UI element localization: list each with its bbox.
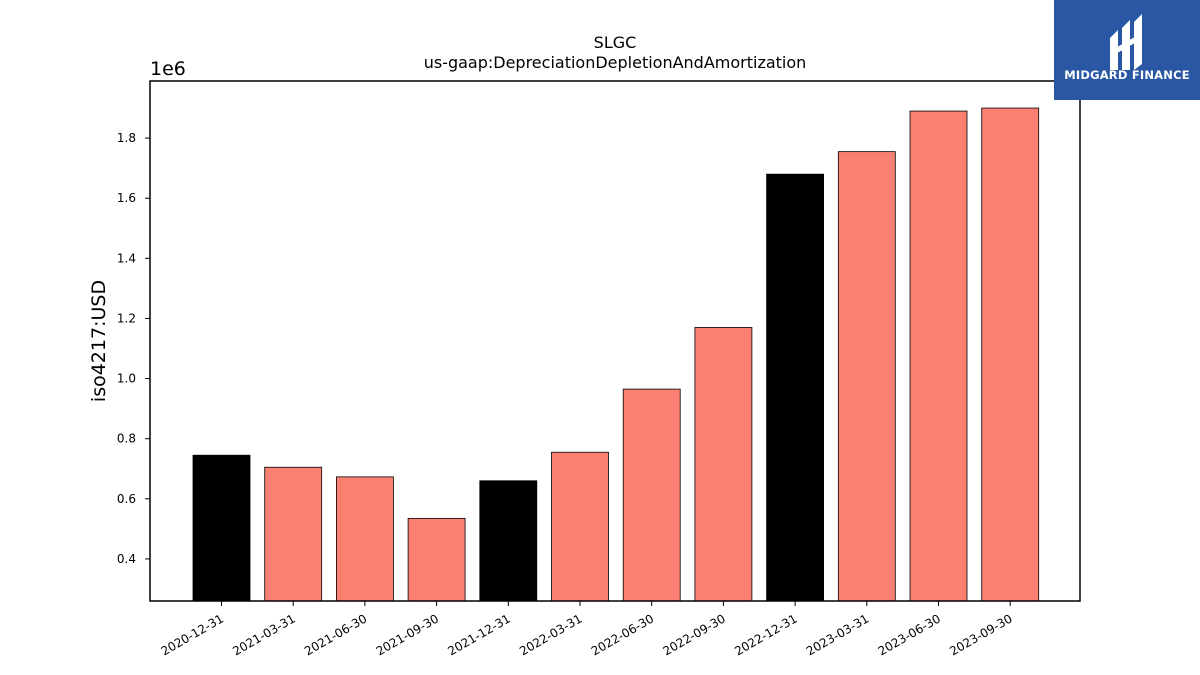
bar-2023-06-30 xyxy=(909,110,968,602)
logo-text: MIDGARD FINANCE xyxy=(1064,68,1190,82)
x-tick-label: 2020-12-31 xyxy=(159,611,226,658)
midgard-logo-icon xyxy=(1110,14,1142,70)
y-tick-label: 0.6 xyxy=(117,492,136,506)
x-tick-label: 2021-12-31 xyxy=(445,611,512,658)
y-tick-label: 1.0 xyxy=(117,372,136,386)
bar-2022-03-31 xyxy=(551,451,609,602)
y-tick-label: 1.6 xyxy=(117,191,136,205)
y-ticks-group: 0.4 0.6 0.8 1.0 1.2 1.4 1.6 1.8 xyxy=(117,131,150,566)
plot-frame xyxy=(149,80,1081,602)
x-ticks-group: 2020-12-31 2021-03-31 2021-06-30 2021-09-30… xyxy=(159,601,1015,658)
x-tick-label: 2022-03-31 xyxy=(517,611,584,658)
bar-2020-12-31 xyxy=(192,454,251,602)
x-tick-label: 2023-09-30 xyxy=(947,611,1014,658)
y-axis-label: iso4217:USD xyxy=(88,280,110,402)
y-tick-label: 0.8 xyxy=(117,432,136,446)
y-axis-offset-label: 1e6 xyxy=(150,58,186,80)
x-tick-label: 2022-12-31 xyxy=(732,611,799,658)
bar-2022-09-30 xyxy=(694,327,753,602)
y-tick-label: 0.4 xyxy=(117,552,136,566)
x-tick-label: 2023-03-31 xyxy=(804,611,871,658)
bars-group xyxy=(192,107,1040,602)
x-tick-label: 2021-06-30 xyxy=(302,611,369,658)
bar-2021-09-30 xyxy=(407,517,466,602)
bar-2021-03-31 xyxy=(264,466,323,602)
bar-2021-12-31 xyxy=(479,480,538,602)
bar-2022-06-30 xyxy=(622,388,681,602)
bar-2023-03-31 xyxy=(837,151,896,602)
y-tick-label: 1.2 xyxy=(117,311,136,325)
bar-2021-06-30 xyxy=(335,476,394,602)
y-tick-label: 1.4 xyxy=(117,251,136,265)
x-tick-label: 2022-09-30 xyxy=(660,611,727,658)
x-tick-label: 2023-06-30 xyxy=(876,611,943,658)
bar-2022-12-31 xyxy=(766,173,824,602)
bar-2023-09-30 xyxy=(981,107,1040,602)
chart-subtitle: us-gaap:DepreciationDepletionAndAmortiza… xyxy=(424,53,807,72)
brand-logo: MIDGARD FINANCE xyxy=(1054,0,1200,100)
x-tick-label: 2022-06-30 xyxy=(589,611,656,658)
x-tick-label: 2021-09-30 xyxy=(374,611,441,658)
chart-title: SLGC xyxy=(594,33,637,52)
x-tick-label: 2021-03-31 xyxy=(230,611,297,658)
y-tick-label: 1.8 xyxy=(117,131,136,145)
